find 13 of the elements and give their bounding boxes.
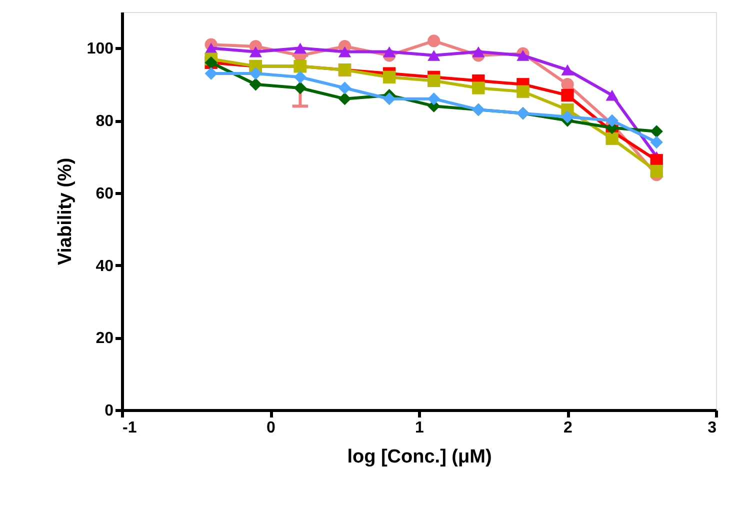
x-tick-label: -1 [122, 420, 137, 436]
x-tick-label: 0 [266, 420, 276, 436]
x-tick-label: 2 [564, 420, 573, 436]
y-axis-title: Viability (%) [54, 158, 76, 266]
y-tick-label: 0 [104, 402, 114, 420]
y-tick-label: 80 [96, 113, 114, 130]
x-axis-title: log [Conc.] (μM) [347, 446, 492, 468]
y-tick-label: 60 [96, 185, 114, 202]
x-tick-label: 1 [415, 420, 424, 436]
y-tick-label: 20 [96, 330, 114, 348]
y-tick-label: 40 [96, 258, 114, 275]
x-tick-label: 3 [708, 420, 717, 436]
y-tick-label: 100 [86, 40, 114, 58]
